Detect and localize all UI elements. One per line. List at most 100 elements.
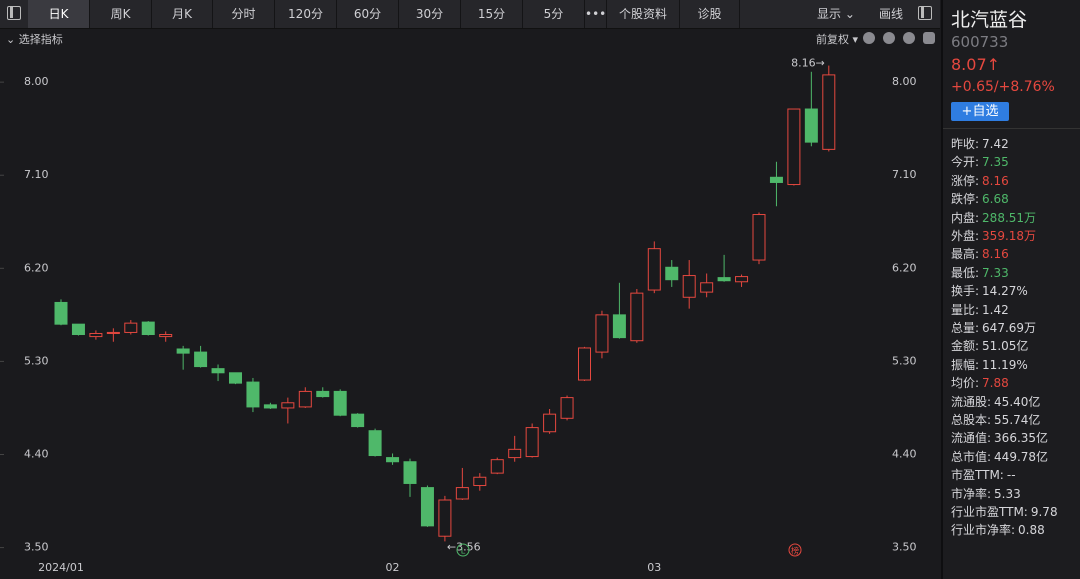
stat-row: 振幅: 11.19%	[951, 356, 1028, 373]
stat-row: 金额: 51.05亿	[951, 337, 1028, 354]
watch-button[interactable]: +自选	[951, 102, 1009, 121]
stat-row: 流通值: 366.35亿	[951, 429, 1048, 446]
period-tab[interactable]: 诊股	[680, 0, 740, 28]
candle-body	[263, 404, 277, 409]
period-tab[interactable]: 120分	[275, 0, 337, 28]
event-marker	[456, 543, 470, 557]
stat-label: 行业市盈TTM:	[951, 505, 1028, 519]
stat-label: 行业市净率:	[951, 523, 1016, 538]
zoom-out[interactable]	[863, 32, 875, 44]
stat-value: 1.42	[982, 302, 1009, 317]
indicator-select[interactable]: ⌄ 选择指标	[6, 33, 63, 46]
stat-row: 涨停: 8.16	[951, 172, 1009, 189]
candle-body	[595, 314, 609, 353]
stat-value: 14.27%	[982, 284, 1028, 299]
candle-body	[176, 348, 190, 354]
y-tick-label-right: 4.40	[892, 447, 917, 460]
stat-label: 最高:	[951, 247, 980, 262]
candle-body	[298, 390, 312, 408]
stat-row: 市盈TTM: --	[951, 466, 1016, 483]
subbar: ⌄ 选择指标 前复权 ▾	[0, 29, 940, 47]
stat-label: 最低:	[951, 265, 980, 280]
stat-label: 涨停:	[951, 173, 980, 188]
stat-row: 跌停: 6.68	[951, 190, 1009, 207]
candle-body	[403, 461, 417, 484]
stat-row: 最高: 8.16	[951, 245, 1009, 262]
candle-body	[71, 323, 85, 336]
stat-row: 昨收: 7.42	[951, 135, 1009, 152]
stat-label: 昨收:	[951, 137, 980, 151]
stat-value: 5.33	[994, 486, 1021, 501]
candle-body	[525, 427, 539, 458]
draw-button[interactable]: 画线	[878, 7, 903, 21]
period-tab[interactable]: 15分	[461, 0, 523, 28]
candle-body	[717, 277, 731, 282]
event-marker-label: L	[461, 547, 466, 556]
candle-body	[735, 276, 749, 283]
y-tick-label-right: 7.10	[892, 168, 917, 181]
stat-row: 流通股: 45.40亿	[951, 393, 1040, 410]
period-tab[interactable]: 30分	[399, 0, 461, 28]
candle-body	[560, 397, 574, 419]
stat-row: 总市值: 449.78亿	[951, 448, 1048, 465]
candle-body	[508, 448, 522, 459]
adjust-label: 前复权	[816, 33, 849, 46]
candle-body	[351, 413, 365, 428]
stat-value: 51.05亿	[982, 339, 1029, 354]
zoom-reset[interactable]	[883, 32, 895, 44]
display-label: 显示	[817, 7, 842, 21]
candle-body	[700, 282, 714, 293]
candle-body	[612, 314, 626, 339]
stat-row: 今开: 7.35	[951, 153, 1009, 170]
y-tick-label-left: 6.20	[24, 261, 49, 274]
period-tab[interactable]: 日K	[28, 0, 90, 28]
stat-value: 8.16	[982, 173, 1009, 188]
stat-row: 内盘: 288.51万	[951, 209, 1036, 226]
period-tab[interactable]: 个股资料	[607, 0, 680, 28]
candle-body	[316, 390, 330, 398]
stat-label: 总市值:	[951, 449, 992, 464]
period-tab[interactable]: 周K	[90, 0, 152, 28]
period-tab[interactable]: 分时	[213, 0, 275, 28]
stock-price: 8.07↑	[951, 55, 1001, 74]
candle-body	[368, 430, 382, 457]
period-tab[interactable]: 5分	[523, 0, 585, 28]
adjust-select[interactable]: 前复权 ▾	[816, 33, 859, 46]
candle-body	[769, 176, 783, 183]
period-tab[interactable]: 月K	[152, 0, 213, 28]
stat-value: 7.35	[982, 155, 1009, 170]
stat-value: 9.78	[1030, 505, 1058, 519]
candle-body	[752, 214, 766, 261]
candle-body	[578, 347, 591, 381]
candle-body	[420, 487, 434, 527]
stat-value: 55.74亿	[994, 413, 1041, 427]
stat-value: 288.51万	[982, 210, 1037, 225]
stat-label: 量比:	[951, 302, 980, 317]
stat-row: 量比: 1.42	[951, 301, 1009, 318]
stat-row: 换手: 14.27%	[951, 282, 1028, 299]
y-tick-label-left: 8.00	[24, 75, 49, 88]
candle-body	[194, 351, 208, 368]
candle-body	[54, 301, 68, 325]
sidebar-toggle[interactable]	[7, 6, 21, 20]
candle-body	[543, 413, 557, 433]
period-tab[interactable]: •••	[585, 0, 607, 28]
stat-value: 45.40亿	[994, 394, 1041, 409]
zoom-in[interactable]	[903, 32, 915, 44]
y-tick-label-left: 3.50	[24, 541, 49, 554]
panel-toggle[interactable]	[918, 6, 932, 20]
stat-label: 跌停:	[951, 192, 980, 207]
stat-label: 换手:	[951, 284, 980, 299]
stat-row: 均价: 7.88	[951, 374, 1009, 391]
stat-value: 449.78亿	[994, 449, 1049, 464]
y-tick-label-right: 8.00	[892, 75, 917, 88]
stock-code: 600733	[951, 33, 1009, 51]
stat-row: 行业市盈TTM: 9.78	[951, 503, 1058, 520]
y-tick-label-right: 5.30	[892, 354, 917, 367]
y-tick-label-right: 6.20	[892, 261, 917, 274]
settings[interactable]	[923, 32, 935, 44]
display-menu[interactable]: 显示 ⌄	[817, 7, 855, 21]
period-tab[interactable]: 60分	[337, 0, 399, 28]
candle-body	[141, 321, 155, 336]
